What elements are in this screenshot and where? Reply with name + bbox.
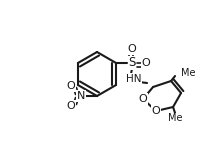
- Text: S: S: [128, 57, 136, 69]
- Text: O: O: [128, 44, 136, 54]
- Text: O: O: [139, 94, 147, 104]
- Text: Me: Me: [181, 68, 196, 78]
- Text: HN: HN: [126, 74, 142, 84]
- Text: N: N: [77, 91, 85, 101]
- Text: O: O: [142, 58, 151, 68]
- Text: O: O: [67, 81, 75, 91]
- Text: O: O: [67, 101, 75, 111]
- Text: Me: Me: [168, 113, 182, 123]
- Text: O: O: [152, 106, 160, 116]
